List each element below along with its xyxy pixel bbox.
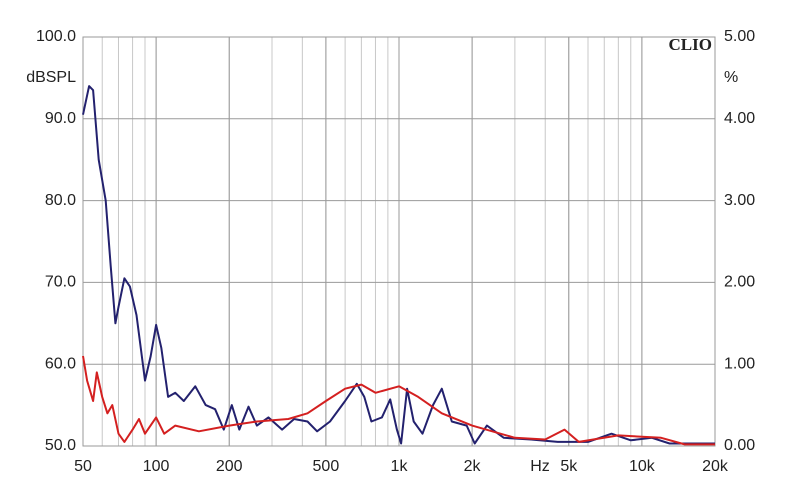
y2-tick-label: 2.00 [724, 274, 755, 291]
x-tick-label: 20k [702, 458, 729, 475]
series-line [82, 355, 715, 446]
x-tick-label: 500 [313, 458, 340, 475]
y2-axis-label: % [724, 69, 738, 86]
y-tick-label: 90.0 [45, 110, 76, 127]
x-axis-label: Hz [530, 458, 550, 475]
brand: CLIO [669, 35, 712, 54]
x-tick-label: 100 [143, 458, 170, 475]
x-tick-label: 5k [560, 458, 578, 475]
y-tick-label: 100.0 [36, 28, 76, 45]
x-tick-label: 2k [464, 458, 482, 475]
x-tick-label: 200 [216, 458, 243, 475]
y-axis-label: dBSPL [26, 69, 76, 86]
y2-tick-label: 5.00 [724, 28, 755, 45]
series-line [82, 85, 715, 445]
y2-tick-label: 0.00 [724, 437, 755, 454]
y-tick-label: 50.0 [45, 437, 76, 454]
y2-tick-label: 4.00 [724, 110, 755, 127]
y2-tick-label: 3.00 [724, 192, 755, 209]
x-tick-label: 50 [74, 458, 92, 475]
y2-tick-label: 1.00 [724, 355, 755, 372]
y-tick-label: 70.0 [45, 274, 76, 291]
y-tick-label: 80.0 [45, 192, 76, 209]
x-tick-label: 1k [391, 458, 409, 475]
x-tick-label: 10k [629, 458, 656, 475]
y-tick-label: 60.0 [45, 355, 76, 372]
